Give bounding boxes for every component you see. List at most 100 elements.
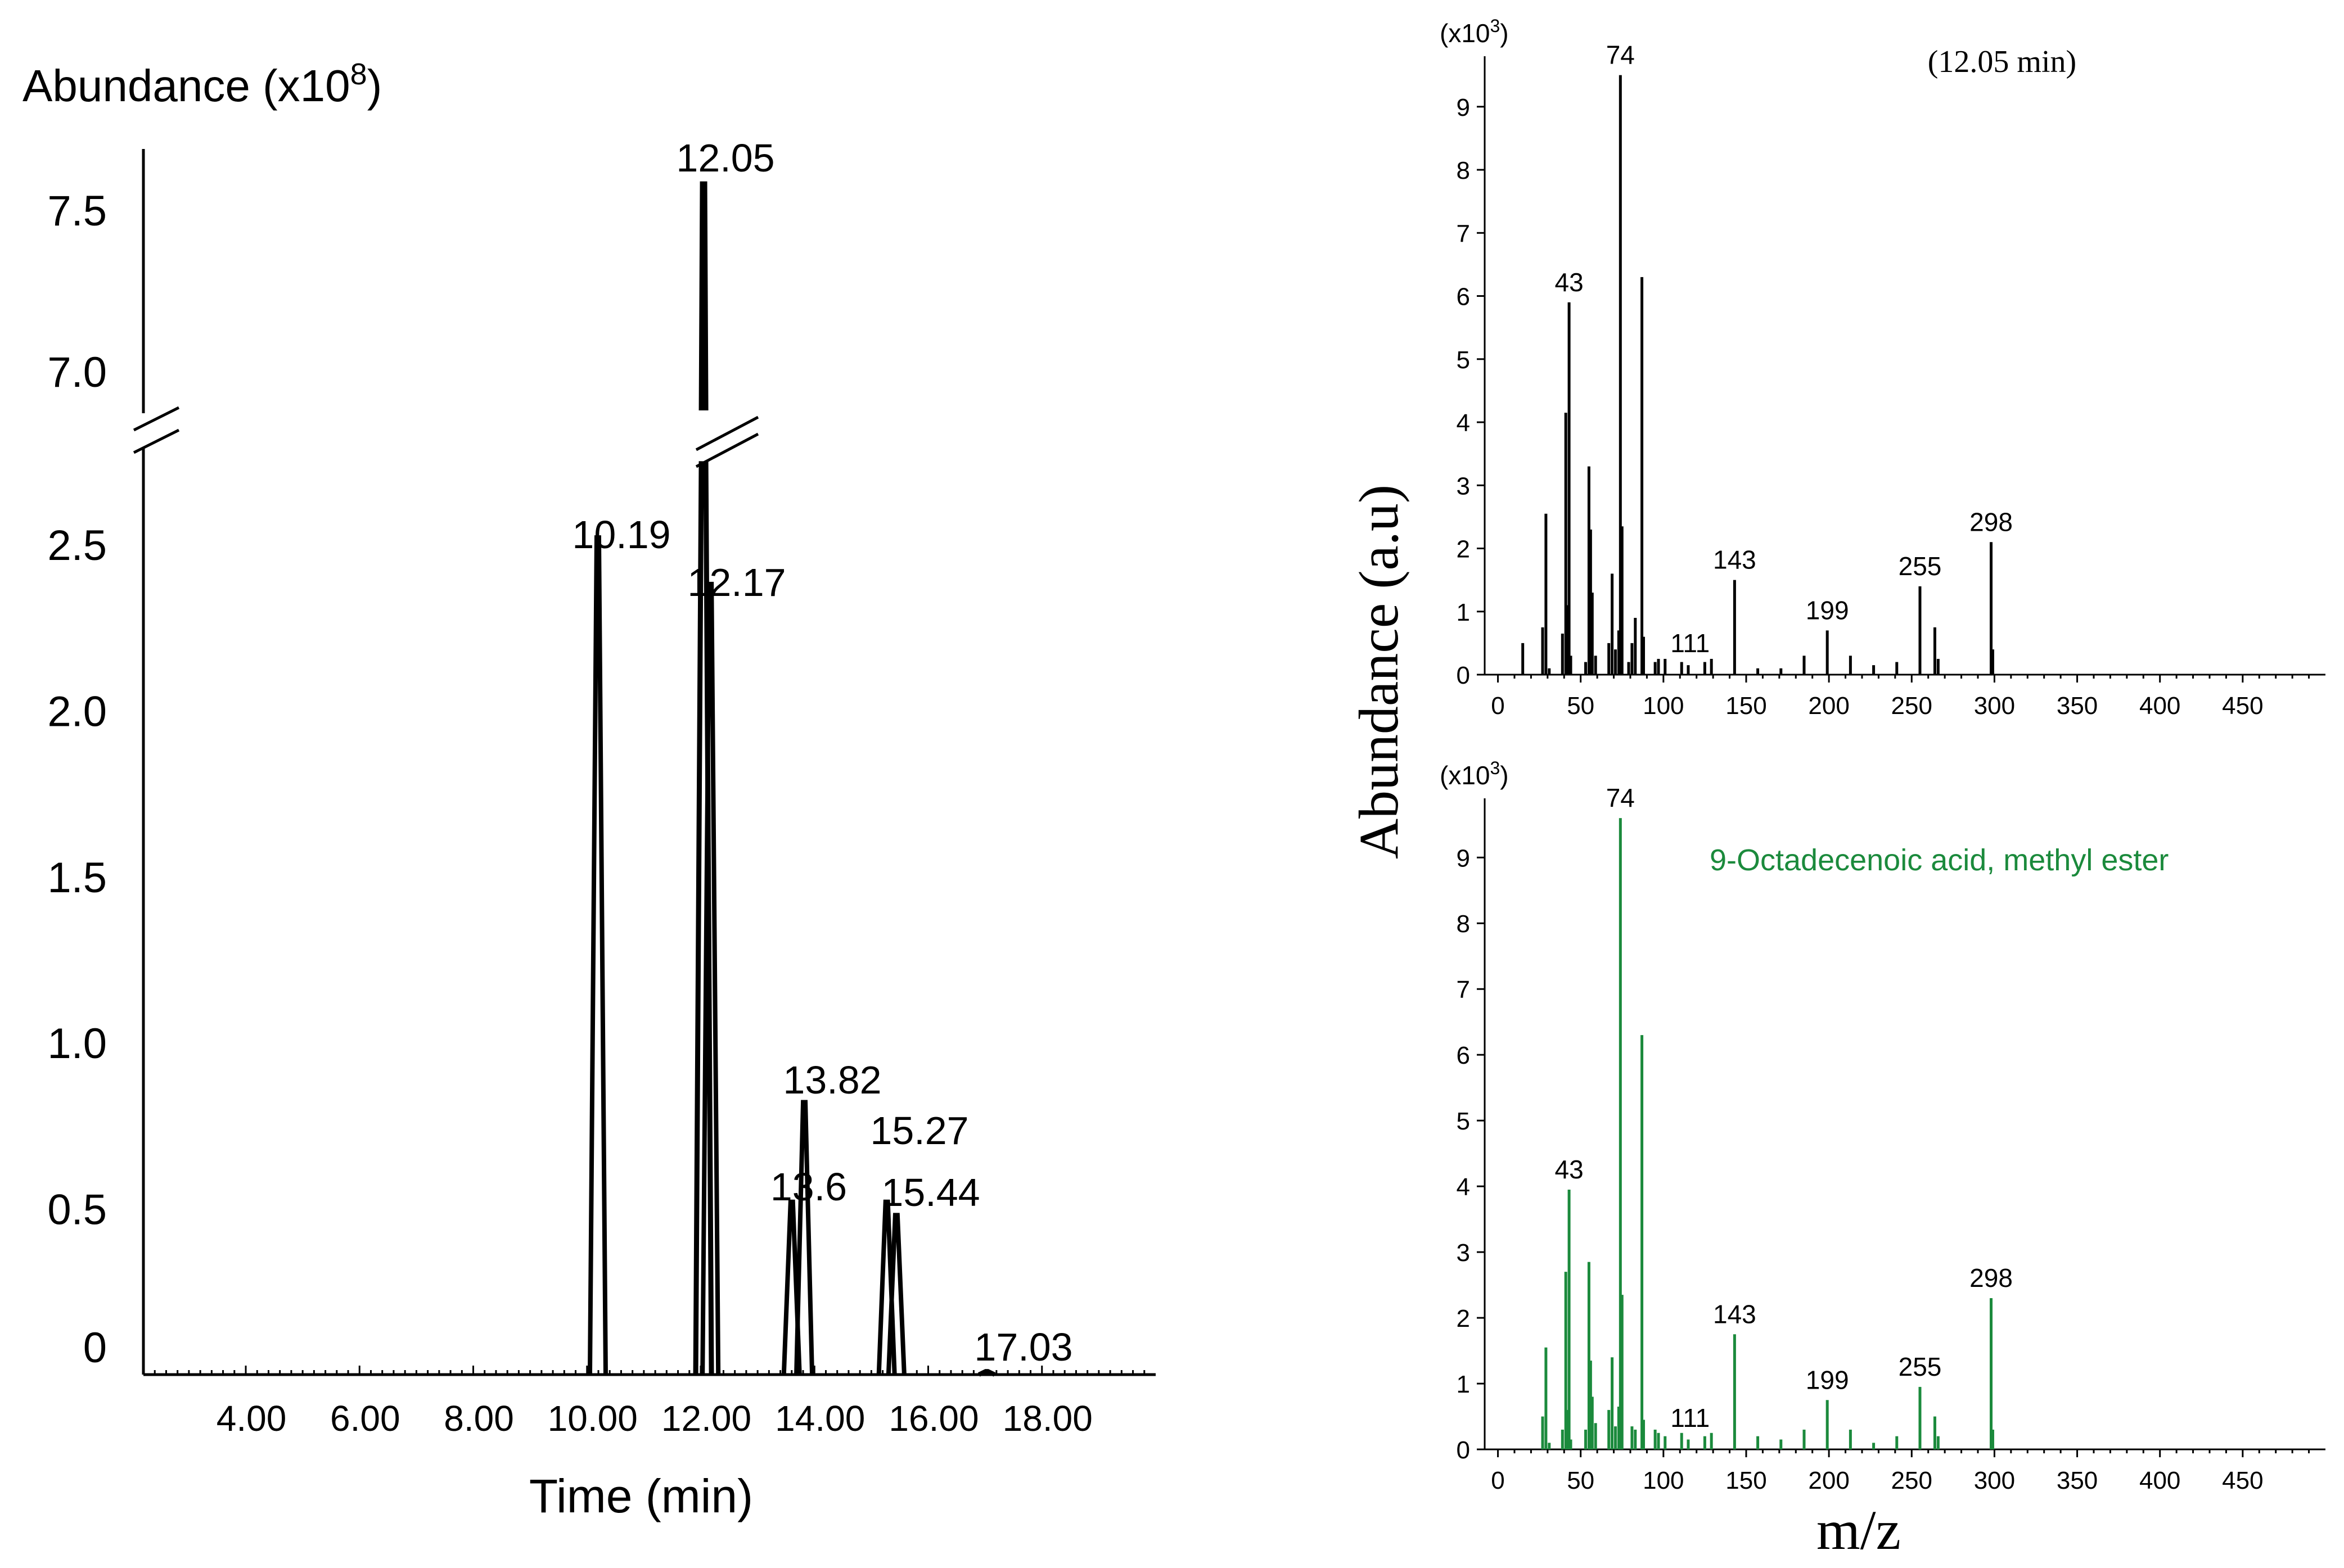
chromatogram-panel: Abundance (x108) 00.51.01.52.02.57.07.5 … [22,57,1156,1522]
ms-y-tick-label: 4 [1457,1173,1470,1201]
chromatogram-y-ticks: 0 0.5 1.0 1.5 2.0 2.5 7.0 7.5 [47,187,107,1372]
chromatogram-x-tick-label: 6.00 [330,1398,400,1439]
chromatogram-peak-labels: 10.19 12.05 12.17 13.6 13.82 15.27 15.44 17.03 [572,136,1072,1369]
ms-x-tick-label: 300 [1974,692,2015,720]
ms-y-tick-label: 5 [1457,346,1470,374]
ms-x-tick-label: 450 [2222,692,2263,720]
ms-y-tick-label: 8 [1457,157,1470,184]
ms-x-tick-label: 50 [1567,692,1594,720]
axis-break-mark [695,432,759,468]
chromatogram-y-axis-title: Abundance (x108) [22,57,382,111]
ms-y-tick-label: 1 [1457,1371,1470,1398]
chromatogram-y-tick-label: 0 [83,1324,107,1372]
ms-y-tick-label: 3 [1457,1239,1470,1267]
ms-peak-label: 143 [1713,1299,1756,1328]
ms-y-tick-label: 8 [1457,910,1470,938]
chromatogram-peak-label: 15.27 [870,1109,968,1153]
chromatogram-x-tick-label: 16.00 [889,1398,979,1439]
chromatogram-x-tick-label: 8.00 [444,1398,514,1439]
ms-peak-label: 199 [1806,595,1849,625]
chromatogram-peak [781,1199,802,1375]
chromatogram-peak [700,581,721,1375]
chromatogram-peak-label: 17.03 [974,1325,1072,1369]
chromatogram-y-tick-label: 7.5 [47,187,107,235]
ms1-title: (12.05 min) [1928,44,2076,79]
spectra-x-axis-title: m/z [1816,1499,1901,1561]
ms-peak-label: 143 [1713,545,1756,575]
ms-y-tick-label: 6 [1457,283,1470,311]
chromatogram-peak-label: 15.44 [881,1171,980,1214]
chromatogram-peak [886,1213,907,1375]
ms-peak-label: 199 [1806,1365,1849,1394]
ms-x-tick-label: 200 [1808,1467,1849,1494]
ms-x-tick-label: 150 [1725,1467,1766,1494]
ms-y-tick-label: 6 [1457,1042,1470,1069]
ms-peak-label: 43 [1555,268,1584,297]
chromatogram-peak [794,1100,815,1375]
ms-x-tick-label: 400 [2139,692,2180,720]
chromatogram-peak [587,535,608,1375]
chromatogram-x-tick-label: 18.00 [1003,1398,1093,1439]
ms-x-tick-label: 450 [2222,1467,2263,1494]
chromatogram-peaks [587,181,996,1377]
axis-break-mark [133,428,180,454]
ms-x-tick-label: 250 [1891,692,1932,720]
ms-x-tick-label: 0 [1491,692,1504,720]
ms-x-tick-label: 100 [1643,692,1684,720]
chromatogram-peak [977,1369,996,1377]
ms-x-tick-label: 350 [2057,1467,2098,1494]
ms-x-tick-label: 250 [1891,1467,1932,1494]
chromatogram-peak-label: 10.19 [572,513,670,557]
ms-x-tick-label: 400 [2139,1467,2180,1494]
ms-y-tick-label: 9 [1457,94,1470,121]
ms-y-tick-label: 1 [1457,599,1470,626]
ms-x-tick-label: 50 [1567,1467,1594,1494]
ms-x-tick-label: 200 [1808,692,1849,720]
chromatogram-x-tick-label: 10.00 [548,1398,638,1439]
ms-peak-label: 255 [1899,1352,1942,1381]
ms-y-tick-label: 9 [1457,844,1470,872]
chromatogram-peak-label: 13.82 [783,1058,881,1102]
ms-y-tick-label: 4 [1457,409,1470,437]
chromatogram-y-tick-label: 1.5 [47,854,107,902]
spectra-y-axis-title: Abundance (a.u) [1347,485,1410,859]
ms-y-tick-label: 0 [1457,662,1470,689]
chromatogram-x-tick-label: 12.00 [661,1398,751,1439]
chromatogram-y-tick-label: 0.5 [47,1186,107,1234]
chromatogram-peak-label: 12.17 [687,561,786,604]
axis-break-mark [695,415,759,451]
ms-y-tick-label: 5 [1457,1108,1470,1135]
chromatogram-y-tick-label: 7.0 [47,349,107,396]
ms-peak-label: 74 [1606,783,1635,812]
ms-y-tick-label: 0 [1457,1436,1470,1464]
axis-break-mark [133,406,180,432]
ms-peak-label: 111 [1670,629,1710,658]
ms-peak-label: 255 [1899,552,1942,581]
ms-y-tick-label: 7 [1457,220,1470,247]
chromatogram-y-tick-label: 2.0 [47,688,107,735]
mass-spectrum-library: (x103) 9-Octadecenoic acid, methyl ester… [1440,758,2325,1494]
ms-peak-label: 298 [1969,1263,2013,1293]
ms-x-tick-label: 150 [1725,692,1766,720]
ms-y-tick-label: 3 [1457,472,1470,500]
chromatogram-peak-label: 12.05 [676,136,774,180]
chromatogram-y-tick-label: 1.0 [47,1020,107,1068]
chromatogram-axes [133,149,1156,1376]
ms-peak-label: 111 [1670,1403,1710,1433]
ms-peak-label: 298 [1969,507,2013,536]
ms-peak-label: 43 [1555,1155,1584,1184]
ms-x-tick-label: 100 [1643,1467,1684,1494]
chromatogram-x-axis-title: Time (min) [529,1470,753,1522]
ms-x-tick-label: 300 [1974,1467,2015,1494]
chromatogram-x-ticks: 4.00 6.00 8.00 10.00 12.00 14.00 16.00 18.00 [154,1366,1146,1439]
ms-x-tick-label: 350 [2057,692,2098,720]
ms-x-tick-label: 0 [1491,1467,1504,1494]
ms2-y-unit: (x103) [1440,758,1509,790]
ms-y-tick-label: 2 [1457,1305,1470,1332]
chromatogram-x-tick-label: 14.00 [775,1398,865,1439]
ms1-y-unit: (x103) [1440,16,1509,48]
ms2-title: 9-Octadecenoic acid, methyl ester [1710,843,2169,877]
chromatogram-x-tick-label: 4.00 [217,1398,287,1439]
ms-peak-label: 74 [1606,40,1635,70]
chromatogram-y-tick-label: 2.5 [47,522,107,570]
